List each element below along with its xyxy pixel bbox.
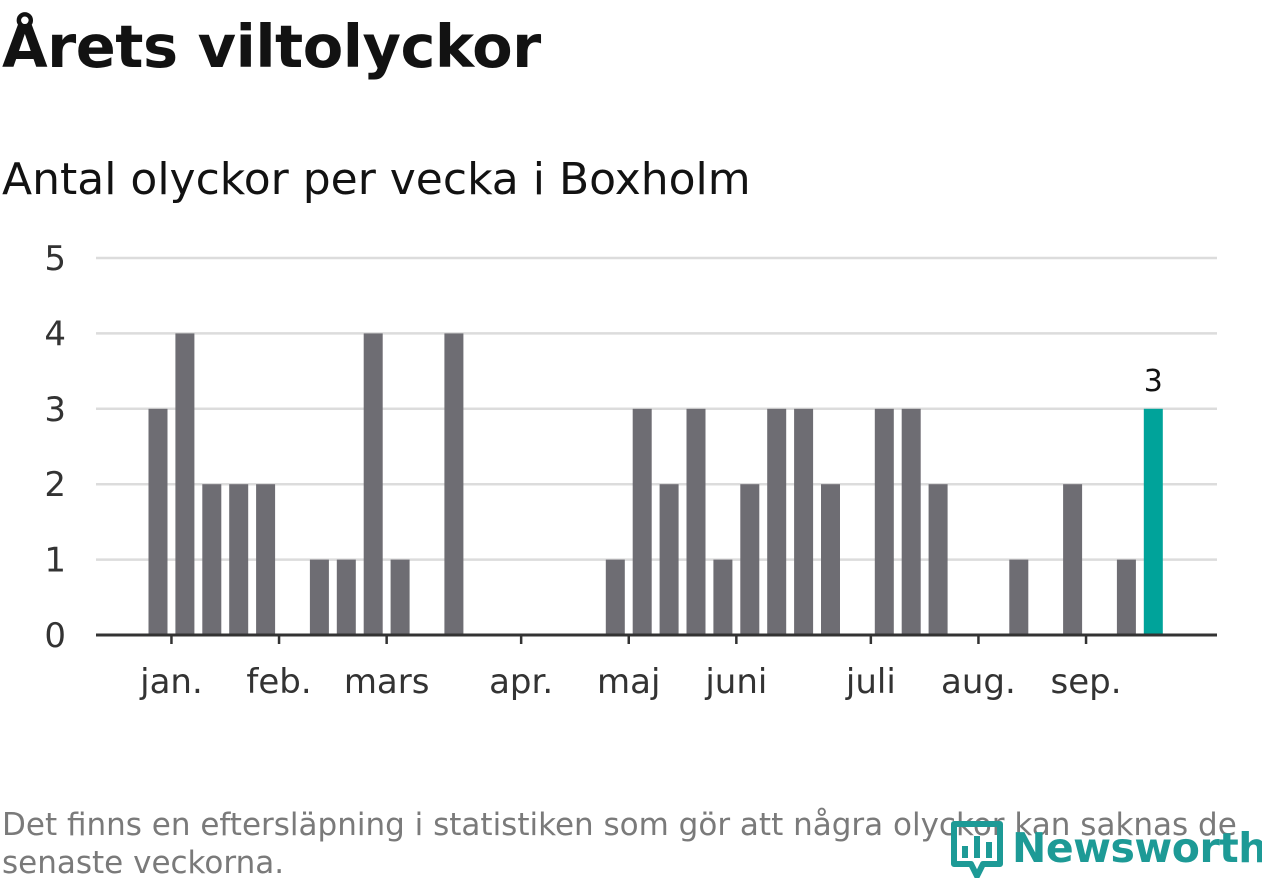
newsworthy-logo: Newsworthy — [950, 818, 1262, 878]
x-tick-label: juli — [845, 662, 896, 702]
bar — [928, 484, 948, 635]
bar — [659, 484, 679, 635]
y-tick-label: 3 — [44, 390, 66, 430]
bar — [175, 333, 195, 635]
bar — [632, 408, 652, 635]
bar — [148, 408, 168, 635]
bar — [309, 559, 329, 635]
bar — [390, 559, 410, 635]
x-tick-label: jan. — [139, 662, 203, 702]
bar — [444, 333, 464, 635]
bar — [767, 408, 787, 635]
bar — [794, 408, 814, 635]
bar — [740, 484, 760, 635]
x-tick-label: sep. — [1051, 662, 1122, 702]
chart-subtitle: Antal olyckor per vecka i Boxholm — [2, 154, 751, 205]
y-tick-label: 5 — [44, 239, 66, 279]
bar — [874, 408, 894, 635]
bar — [821, 484, 840, 635]
logo-text: Newsworthy — [1012, 824, 1262, 872]
x-tick-label: feb. — [246, 662, 311, 702]
bar — [686, 408, 706, 635]
x-tick-label: mars — [344, 662, 430, 702]
bar — [1009, 559, 1029, 635]
y-tick-label: 0 — [44, 616, 66, 656]
bar — [256, 484, 276, 635]
x-tick-label: apr. — [489, 662, 553, 702]
bar — [202, 484, 222, 635]
data-label: 3 — [1144, 364, 1163, 399]
highlighted-bar — [1143, 408, 1163, 635]
bar — [336, 559, 356, 635]
bar — [1116, 559, 1136, 635]
bar — [901, 408, 921, 635]
bar — [713, 559, 733, 635]
bar-chart: 0 1 2 3 4 5 3 jan. feb. mars apr. maj juni juli aug. se… — [44, 239, 1217, 702]
bar — [229, 484, 249, 635]
bar — [1063, 484, 1083, 635]
y-tick-label: 2 — [44, 465, 66, 505]
x-tick-label: juni — [704, 662, 767, 702]
x-tick-label: maj — [597, 662, 660, 702]
bar — [605, 559, 625, 635]
x-tick-label: aug. — [941, 662, 1016, 702]
footnote: Det finns en eftersläpning i statistiken… — [2, 807, 1237, 881]
y-tick-label: 1 — [44, 541, 66, 581]
bar-chart-pin-icon — [951, 821, 1003, 878]
chart-title: Årets viltolyckor — [2, 12, 541, 81]
bar — [363, 333, 383, 635]
y-tick-label: 4 — [44, 314, 66, 354]
